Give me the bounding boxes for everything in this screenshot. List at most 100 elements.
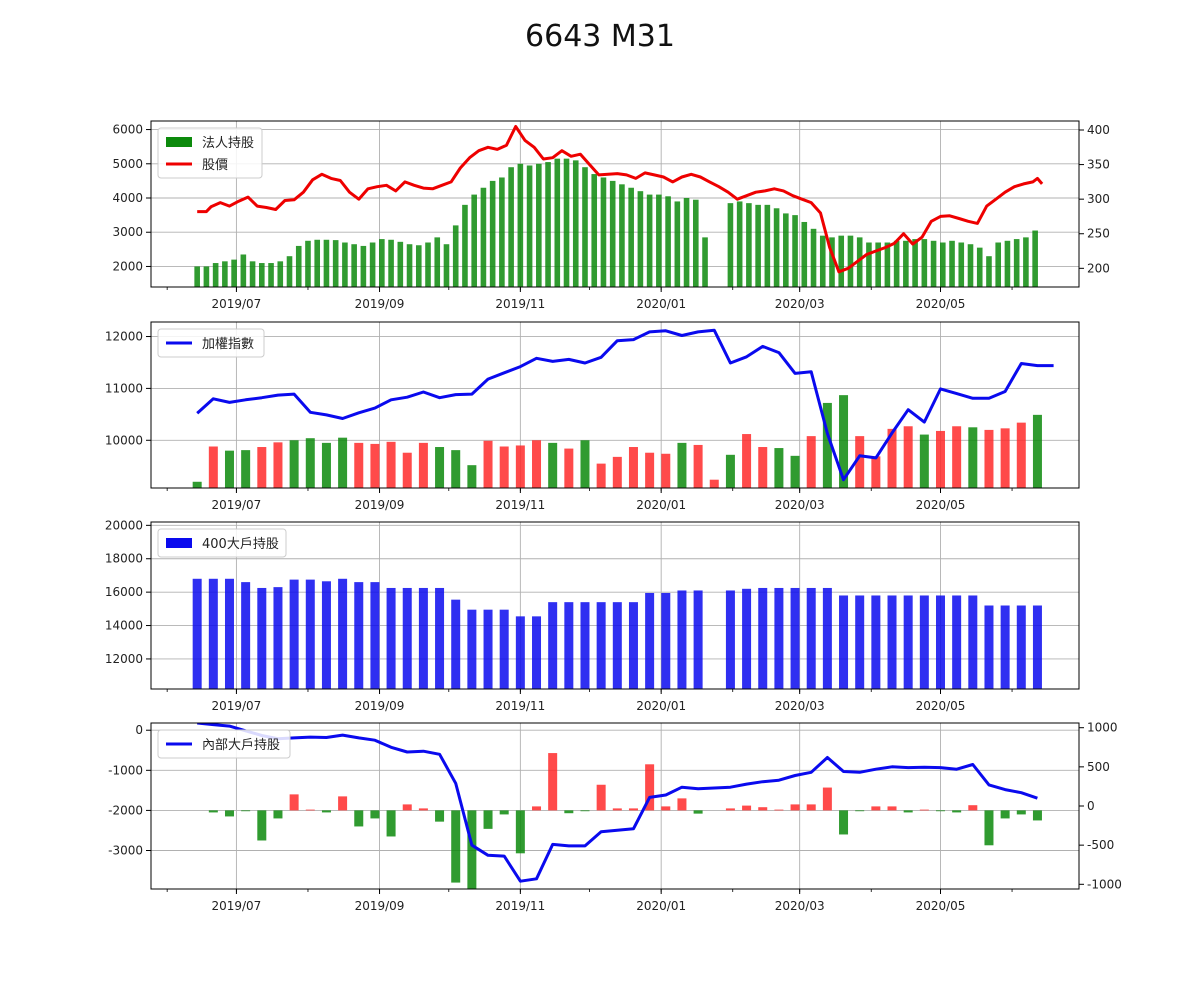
bar-legal-holding [1004, 240, 1011, 287]
bar-legal-holding [656, 194, 662, 287]
bar-legal-holding [893, 240, 900, 287]
bar-legal-holding [801, 221, 808, 287]
bar-index-change [839, 395, 849, 488]
bar-index-change [580, 440, 590, 488]
x-tick-label: 2020/03 [775, 899, 825, 913]
bar-legal-holding [692, 199, 699, 287]
bar-legal-holding [526, 165, 533, 287]
bar-legal-holding [628, 187, 634, 287]
bar-insider-change [402, 804, 412, 811]
y-right-tick-label: 350 [1087, 158, 1110, 172]
y-tick-label: 12000 [105, 652, 143, 666]
bar-index-change [241, 450, 251, 488]
bar-legal-holding [369, 242, 376, 287]
line-insider-holders [197, 723, 1038, 883]
bar-index-change [709, 479, 719, 488]
bar-400-holders [386, 587, 396, 689]
bar-400-holders [467, 609, 477, 689]
bar-legal-holding [462, 204, 468, 287]
bar-legal-holding [536, 163, 542, 287]
x-tick-label: 2020/03 [775, 699, 825, 713]
bar-400-holders [257, 587, 267, 689]
bar-index-change [208, 446, 218, 488]
bar-legal-holding [332, 240, 339, 287]
bar-legal-holding [508, 167, 514, 287]
legend-box [157, 528, 287, 558]
bar-index-change [935, 430, 945, 488]
x-tick-label: 2020/05 [916, 899, 966, 913]
bar-400-holders [289, 579, 299, 689]
x-tick-label: 2020/01 [636, 699, 686, 713]
bar-insider-change [499, 810, 509, 815]
bar-insider-change [871, 806, 881, 811]
bar-legal-holding [1032, 230, 1038, 287]
x-tick-label: 2020/03 [775, 297, 825, 311]
bar-index-change [305, 438, 315, 488]
bar-index-change [499, 446, 509, 488]
bar-legal-holding [912, 239, 918, 287]
y-right-tick-label: -500 [1087, 838, 1114, 852]
x-tick-label: 2019/09 [355, 498, 405, 512]
bar-legal-holding [619, 184, 625, 287]
bar-legal-holding [875, 242, 881, 287]
bar-legal-holding [194, 266, 200, 287]
bar-legal-holding [517, 163, 524, 287]
bar-legal-holding [212, 263, 219, 287]
y-tick-label: 11000 [105, 381, 143, 395]
bar-legal-holding [600, 177, 607, 287]
x-tick-label: 2019/09 [355, 699, 405, 713]
bar-index-change [483, 440, 493, 488]
y-tick-label: -3000 [108, 844, 143, 858]
bar-insider-change [483, 810, 493, 829]
x-tick-label: 2019/09 [355, 297, 405, 311]
bar-index-change [321, 442, 331, 488]
bar-index-change [338, 437, 348, 488]
bar-legal-holding [856, 237, 863, 287]
bar-index-change [515, 445, 525, 488]
y-tick-label: -2000 [108, 803, 143, 817]
x-tick-label: 2020/05 [916, 699, 966, 713]
bar-legal-holding [921, 239, 928, 287]
bar-insider-change [418, 808, 428, 811]
legend-label: 加權指數 [202, 337, 254, 352]
bar-legal-holding [976, 247, 983, 287]
bar-insider-change [451, 810, 461, 883]
bar-insider-change [1016, 810, 1026, 815]
bar-legal-holding [572, 160, 579, 287]
bar-legal-holding [406, 244, 413, 287]
bar-index-change [451, 450, 461, 488]
legend-box [157, 729, 291, 759]
bar-legal-holding [783, 213, 789, 287]
bar-legal-holding [388, 239, 394, 287]
bar-index-change [742, 434, 752, 488]
bar-insider-change [887, 806, 897, 811]
bar-400-holders [370, 582, 380, 689]
bar-400-holders [483, 609, 493, 689]
bar-400-holders [935, 595, 945, 689]
bar-insider-change [208, 810, 218, 813]
bar-legal-holding [1023, 237, 1029, 287]
bar-400-holders [451, 599, 461, 689]
plot-frame [150, 120, 1080, 288]
bar-400-holders [305, 579, 315, 689]
y-tick-label: 20000 [105, 518, 143, 532]
bar-legal-holding [295, 245, 302, 287]
bar-insider-change [903, 810, 913, 813]
bar-legal-holding [940, 242, 946, 287]
bar-insider-change [919, 809, 929, 811]
bar-400-holders [806, 587, 816, 689]
bar-400-holders [661, 592, 671, 689]
bar-legal-holding [203, 266, 210, 287]
bar-insider-change [774, 809, 784, 811]
bar-400-holders [1032, 605, 1042, 689]
bar-insider-change [338, 796, 348, 811]
bar-legal-holding [582, 167, 588, 287]
bar-legal-holding [903, 240, 909, 287]
bar-400-holders [321, 581, 331, 689]
bar-legal-holding [866, 242, 872, 287]
bar-400-holders [1016, 605, 1026, 689]
bar-insider-change [386, 810, 396, 837]
bar-legal-holding [674, 201, 681, 287]
bar-legal-holding [683, 198, 690, 287]
bar-insider-change [515, 810, 525, 854]
